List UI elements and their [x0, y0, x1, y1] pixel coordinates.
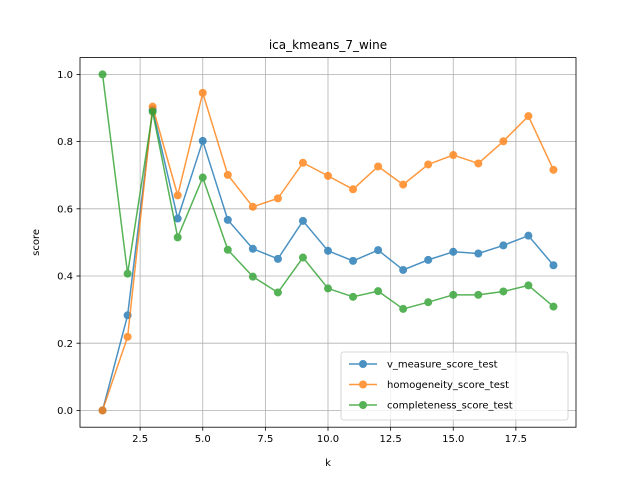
- data-point: [474, 249, 483, 258]
- legend-entry: [349, 401, 377, 409]
- y-tick-label: 0.0: [57, 406, 73, 417]
- data-point: [399, 265, 408, 274]
- data-point: [198, 173, 207, 182]
- y-tick-label: 0.2: [57, 339, 73, 350]
- data-point: [248, 202, 257, 211]
- x-axis: 2.5 5.0 7.5 10.0 12.5 15.0 17.5: [132, 427, 527, 445]
- x-tick-label: 5.0: [195, 434, 211, 445]
- legend-label: homogeneity_score_test: [387, 380, 509, 391]
- data-point: [549, 302, 558, 311]
- data-point: [98, 70, 107, 79]
- data-point: [123, 332, 132, 341]
- legend-label: completeness_score_test: [387, 401, 513, 412]
- data-point: [549, 165, 558, 174]
- data-point: [148, 107, 157, 116]
- data-point: [549, 261, 558, 270]
- data-point: [399, 180, 408, 189]
- data-point: [248, 244, 257, 253]
- data-point: [499, 241, 508, 250]
- data-point: [298, 253, 307, 262]
- data-point: [499, 287, 508, 296]
- data-point: [273, 288, 282, 297]
- y-axis-label: score: [31, 229, 42, 256]
- legend-entry: [349, 360, 377, 368]
- data-point: [223, 245, 232, 254]
- data-point: [424, 298, 433, 307]
- data-point: [98, 406, 107, 415]
- x-axis-label: k: [325, 458, 331, 469]
- data-point: [248, 272, 257, 281]
- data-point: [524, 281, 533, 290]
- data-point: [198, 136, 207, 145]
- data-point: [374, 162, 383, 171]
- x-tick-label: 17.5: [505, 434, 527, 445]
- legend-box: [340, 351, 569, 421]
- data-point: [474, 159, 483, 168]
- data-point: [349, 292, 358, 301]
- data-point: [173, 233, 182, 242]
- legend-marker: [359, 360, 367, 368]
- data-point: [173, 214, 182, 223]
- y-tick-label: 1.0: [57, 70, 73, 81]
- data-point: [524, 112, 533, 121]
- data-point: [324, 246, 332, 255]
- y-tick-label: 0.8: [57, 137, 73, 148]
- x-tick-label: 2.5: [132, 434, 148, 445]
- legend-marker: [359, 380, 367, 389]
- data-point: [324, 171, 332, 180]
- legend-entry: [349, 380, 377, 389]
- data-point: [123, 269, 132, 278]
- x-tick-label: 7.5: [257, 434, 273, 445]
- legend: v_measure_score_test homogeneity_score_te…: [340, 351, 569, 421]
- data-point: [449, 290, 458, 299]
- data-point: [273, 194, 282, 203]
- series-homogeneity_score_test: [98, 88, 558, 415]
- x-tick-label: 15.0: [442, 434, 464, 445]
- data-point: [198, 88, 207, 97]
- x-tick-label: 12.5: [379, 434, 401, 445]
- series-completeness_score_test: [98, 70, 558, 313]
- legend-label: v_measure_score_test: [387, 360, 498, 371]
- data-point: [349, 256, 358, 265]
- data-point: [298, 216, 307, 225]
- chart-title: ica_kmeans_7_wine: [269, 38, 387, 52]
- data-point: [173, 191, 182, 200]
- data-point: [399, 304, 408, 313]
- data-point: [374, 246, 383, 255]
- data-point: [524, 231, 533, 240]
- data-point: [298, 158, 307, 167]
- series-layer: [98, 70, 558, 415]
- data-point: [449, 247, 458, 256]
- data-point: [324, 284, 332, 293]
- data-point: [223, 170, 232, 179]
- data-point: [474, 290, 483, 299]
- y-axis: 0.0 0.2 0.4 0.6 0.8 1.0: [57, 70, 80, 417]
- data-point: [273, 254, 282, 263]
- y-tick-label: 0.6: [57, 204, 73, 215]
- data-point: [349, 185, 358, 194]
- data-point: [424, 160, 433, 169]
- data-point: [449, 151, 458, 160]
- x-tick-label: 10.0: [317, 434, 339, 445]
- data-point: [424, 255, 433, 264]
- data-point: [223, 215, 232, 224]
- data-point: [499, 137, 508, 146]
- y-tick-label: 0.4: [57, 272, 73, 283]
- legend-marker: [359, 401, 367, 409]
- data-point: [374, 287, 383, 296]
